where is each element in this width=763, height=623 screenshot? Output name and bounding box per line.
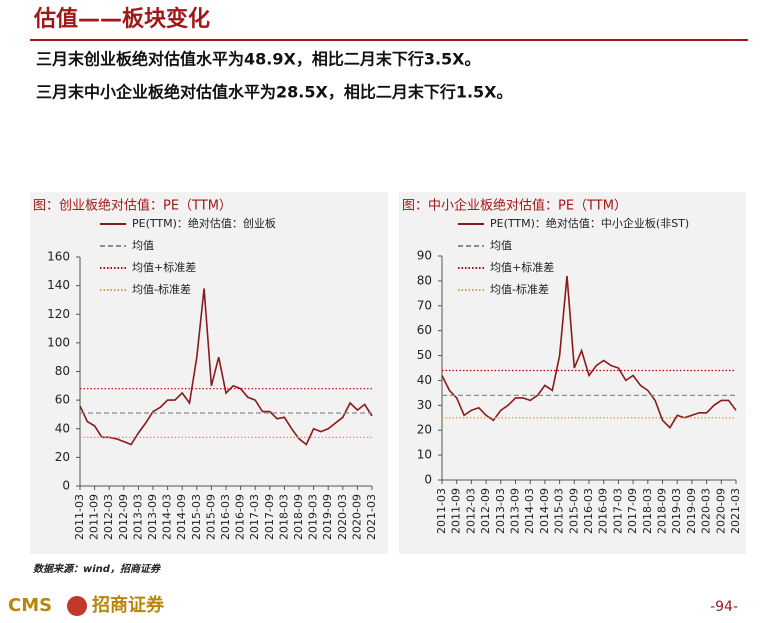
y-tick-label: 80 [55, 364, 70, 378]
y-tick-label: 90 [417, 249, 432, 263]
x-tick-label: 2012-09 [117, 494, 130, 540]
x-tick-label: 2019-09 [321, 494, 334, 540]
x-tick-label: 2018-09 [656, 488, 669, 534]
x-tick-label: 2018-03 [641, 488, 654, 534]
data-line [79, 288, 373, 446]
x-tick-label: 2017-09 [263, 494, 276, 540]
y-tick-label: 60 [417, 323, 432, 337]
y-tick-label: 120 [47, 307, 70, 321]
x-tick-label: 2017-03 [248, 494, 261, 540]
y-tick-label: 40 [417, 373, 432, 387]
y-tick-label: 20 [55, 450, 70, 464]
x-tick-label: 2013-03 [131, 494, 144, 540]
chart-title: 图：创业板绝对估值：PE（TTM） [33, 198, 232, 214]
x-tick-label: 2013-09 [146, 494, 159, 540]
y-tick-label: 0 [62, 479, 70, 493]
chart-panel [30, 192, 388, 554]
x-tick-label: 2017-03 [611, 488, 624, 534]
x-tick-label: 2019-03 [670, 488, 683, 534]
chart-title: 图：中小企业板绝对估值：PE（TTM） [402, 198, 627, 214]
x-tick-label: 2012-03 [102, 494, 115, 540]
x-tick-label: 2017-09 [626, 488, 639, 534]
bullet: 三月末创业板绝对估值水平为48.9X，相比二月末下行3.5X。 [36, 50, 481, 69]
y-tick-label: 40 [55, 421, 70, 435]
legend-label: 均值-标准差 [132, 282, 191, 296]
x-tick-label: 2019-09 [685, 488, 698, 534]
x-tick-label: 2018-09 [292, 494, 305, 540]
y-tick-label: 60 [55, 393, 70, 407]
x-tick-label: 2014-03 [523, 488, 536, 534]
x-tick-label: 2016-03 [582, 488, 595, 534]
x-tick-label: 2012-03 [464, 488, 477, 534]
x-tick-label: 2011-09 [88, 494, 101, 540]
x-tick-label: 2015-09 [204, 494, 217, 540]
x-tick-label: 2016-03 [219, 494, 232, 540]
y-tick-label: 50 [417, 348, 432, 362]
x-tick-label: 2015-09 [567, 488, 580, 534]
y-tick-label: 80 [417, 273, 432, 287]
logo-chinese: 招商证券 [92, 594, 165, 616]
y-tick-label: 0 [424, 473, 432, 487]
logo-latin: CMS [8, 595, 52, 616]
y-tick-label: 70 [417, 298, 432, 312]
x-tick-label: 2014-09 [538, 488, 551, 534]
slide-title: 估值——板块变化 [33, 6, 210, 32]
data-line [441, 275, 737, 429]
page-number: -94- [710, 599, 738, 615]
x-tick-label: 2020-09 [350, 494, 363, 540]
x-tick-label: 2019-03 [307, 494, 320, 540]
legend-label: 均值 [132, 239, 154, 252]
legend-label: 均值-标准差 [490, 282, 549, 296]
x-tick-label: 2018-03 [277, 494, 290, 540]
logo-mark [67, 596, 87, 616]
legend-label: 均值+标准差 [132, 260, 196, 274]
x-tick-label: 2011-03 [435, 488, 448, 534]
y-tick-label: 10 [417, 448, 432, 462]
bullet: 三月末中小企业板绝对估值水平为28.5X，相比二月末下行1.5X。 [36, 83, 513, 102]
legend-label: PE(TTM)：绝对估值：创业板 [132, 216, 276, 230]
x-tick-label: 2012-09 [479, 488, 492, 534]
x-tick-label: 2011-09 [450, 488, 463, 534]
source-note: 数据来源：wind，招商证券 [33, 563, 161, 575]
x-tick-label: 2015-03 [553, 488, 566, 534]
x-tick-label: 2015-03 [190, 494, 203, 540]
x-tick-label: 2013-03 [494, 488, 507, 534]
x-tick-label: 2016-09 [597, 488, 610, 534]
y-tick-label: 140 [47, 278, 70, 292]
x-tick-label: 2013-09 [509, 488, 522, 534]
x-tick-label: 2014-03 [161, 494, 174, 540]
y-tick-label: 30 [417, 398, 432, 412]
legend-label: PE(TTM)：绝对估值：中小企业板(非ST) [490, 216, 689, 230]
x-tick-label: 2014-09 [175, 494, 188, 540]
legend-label: 均值+标准差 [490, 260, 554, 274]
y-tick-label: 20 [417, 423, 432, 437]
x-tick-label: 2020-09 [714, 488, 727, 534]
y-tick-label: 160 [47, 250, 70, 264]
y-tick-label: 100 [47, 335, 70, 349]
x-tick-label: 2021-03 [729, 488, 742, 534]
x-tick-label: 2021-03 [365, 494, 378, 540]
legend-label: 均值 [490, 239, 512, 252]
x-tick-label: 2020-03 [336, 494, 349, 540]
x-tick-label: 2020-03 [700, 488, 713, 534]
x-tick-label: 2016-09 [234, 494, 247, 540]
x-tick-label: 2011-03 [73, 494, 86, 540]
chart-panel [399, 192, 746, 554]
